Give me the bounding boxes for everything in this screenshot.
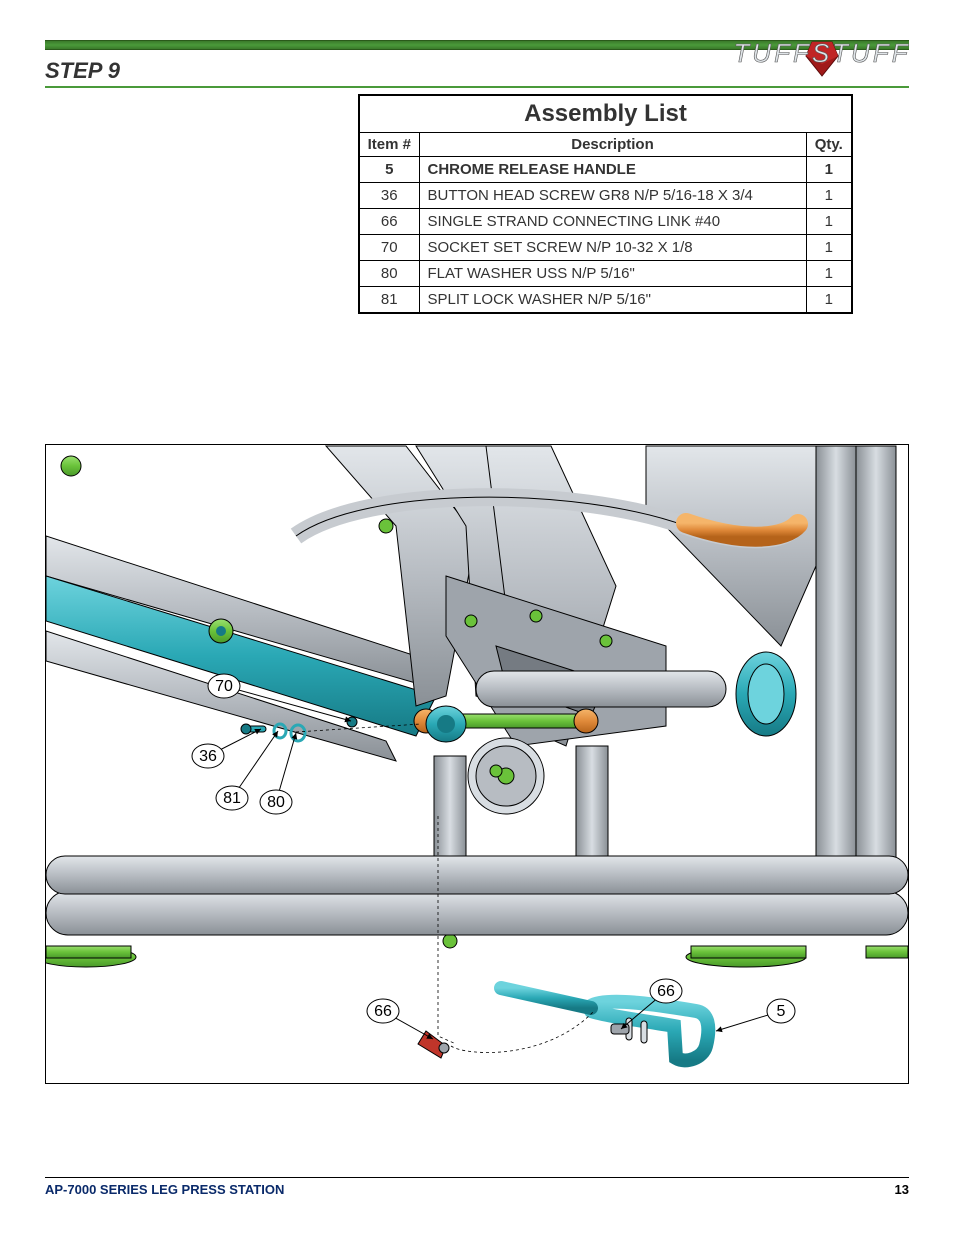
cell-qty: 1	[806, 235, 852, 261]
table-row: 66SINGLE STRAND CONNECTING LINK #401	[359, 209, 852, 235]
step-row: STEP 9 TUFFSTUFF	[45, 58, 909, 88]
cell-desc: SOCKET SET SCREW N/P 10-32 X 1/8	[419, 235, 806, 261]
cell-item: 36	[359, 183, 419, 209]
col-header-desc: Description	[419, 133, 806, 157]
col-header-qty: Qty.	[806, 133, 852, 157]
cell-desc: BUTTON HEAD SCREW GR8 N/P 5/16-18 X 3/4	[419, 183, 806, 209]
svg-text:66: 66	[657, 983, 675, 1000]
cell-item: 81	[359, 287, 419, 314]
footer-page-number: 13	[895, 1182, 909, 1197]
cell-item: 70	[359, 235, 419, 261]
cell-item: 5	[359, 157, 419, 183]
table-row: 81SPLIT LOCK WASHER N/P 5/16"1	[359, 287, 852, 314]
svg-text:5: 5	[777, 1003, 786, 1020]
footer-product: AP-7000 SERIES LEG PRESS STATION	[45, 1182, 284, 1197]
cell-qty: 1	[806, 287, 852, 314]
cell-qty: 1	[806, 209, 852, 235]
table-row: 70SOCKET SET SCREW N/P 10-32 X 1/81	[359, 235, 852, 261]
cell-qty: 1	[806, 157, 852, 183]
diagram-svg: 70 36 81 80 66 66 5	[46, 445, 908, 1083]
assembly-table: Assembly List Item # Description Qty. 5C…	[358, 94, 853, 314]
cell-item: 66	[359, 209, 419, 235]
col-header-item: Item #	[359, 133, 419, 157]
cell-qty: 1	[806, 261, 852, 287]
assembly-header-row: Item # Description Qty.	[359, 133, 852, 157]
cell-qty: 1	[806, 183, 852, 209]
svg-text:66: 66	[374, 1003, 392, 1020]
cell-item: 80	[359, 261, 419, 287]
cell-desc: SINGLE STRAND CONNECTING LINK #40	[419, 209, 806, 235]
table-row: 5CHROME RELEASE HANDLE1	[359, 157, 852, 183]
cell-desc: CHROME RELEASE HANDLE	[419, 157, 806, 183]
svg-text:36: 36	[199, 748, 217, 765]
table-row: 80FLAT WASHER USS N/P 5/16"1	[359, 261, 852, 287]
cell-desc: SPLIT LOCK WASHER N/P 5/16"	[419, 287, 806, 314]
svg-text:80: 80	[267, 794, 285, 811]
logo-text: TUFFSTUFF	[734, 38, 909, 68]
cell-desc: FLAT WASHER USS N/P 5/16"	[419, 261, 806, 287]
assembly-diagram: 70 36 81 80 66 66 5	[45, 444, 909, 1084]
page-footer: AP-7000 SERIES LEG PRESS STATION 13	[45, 1177, 909, 1197]
svg-text:70: 70	[215, 678, 233, 695]
step-label: STEP 9	[45, 58, 120, 84]
brand-logo: TUFFSTUFF	[734, 36, 909, 86]
table-row: 36BUTTON HEAD SCREW GR8 N/P 5/16-18 X 3/…	[359, 183, 852, 209]
assembly-title: Assembly List	[359, 95, 852, 133]
svg-text:81: 81	[223, 790, 241, 807]
